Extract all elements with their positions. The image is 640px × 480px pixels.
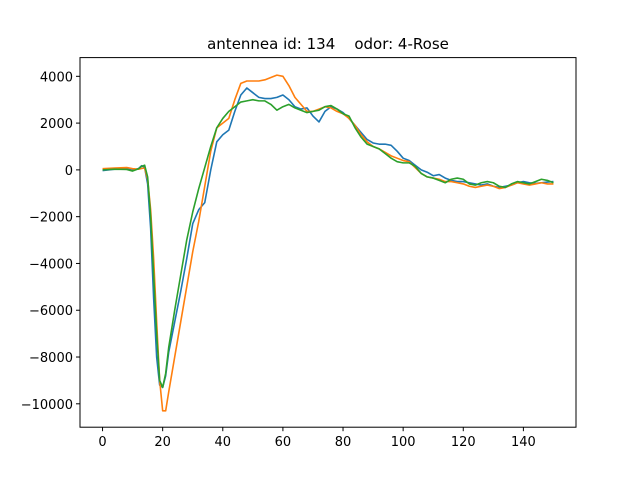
y-tick-label: 4000 bbox=[40, 70, 73, 85]
x-tick-label: 80 bbox=[335, 435, 352, 450]
y-tick-label: −8000 bbox=[29, 351, 73, 366]
x-tick-label: 40 bbox=[215, 435, 232, 450]
series-line-2 bbox=[102, 74, 554, 412]
y-tick-label: −2000 bbox=[29, 211, 73, 226]
series-line-3 bbox=[102, 98, 554, 389]
x-tick-label: 0 bbox=[98, 435, 106, 450]
x-tick-label: 140 bbox=[511, 435, 536, 450]
x-axis: 0 20 40 60 80 100 120 140 bbox=[98, 427, 536, 450]
plot-lines bbox=[102, 74, 554, 412]
y-tick-label: 0 bbox=[65, 164, 73, 179]
x-tick-label: 60 bbox=[275, 435, 292, 450]
x-tick-label: 20 bbox=[154, 435, 171, 450]
plot-frame bbox=[79, 57, 577, 428]
y-axis: −10000 −8000 −6000 −4000 −2000 0 2000 4000 bbox=[21, 70, 80, 413]
chart-title: antennea id: 134 odor: 4-Rose bbox=[207, 35, 449, 53]
y-tick-label: −6000 bbox=[29, 304, 73, 319]
y-tick-label: 2000 bbox=[40, 117, 73, 132]
x-tick-label: 120 bbox=[451, 435, 476, 450]
y-tick-label: −10000 bbox=[21, 398, 73, 413]
x-tick-label: 100 bbox=[391, 435, 416, 450]
y-tick-label: −4000 bbox=[29, 257, 73, 272]
